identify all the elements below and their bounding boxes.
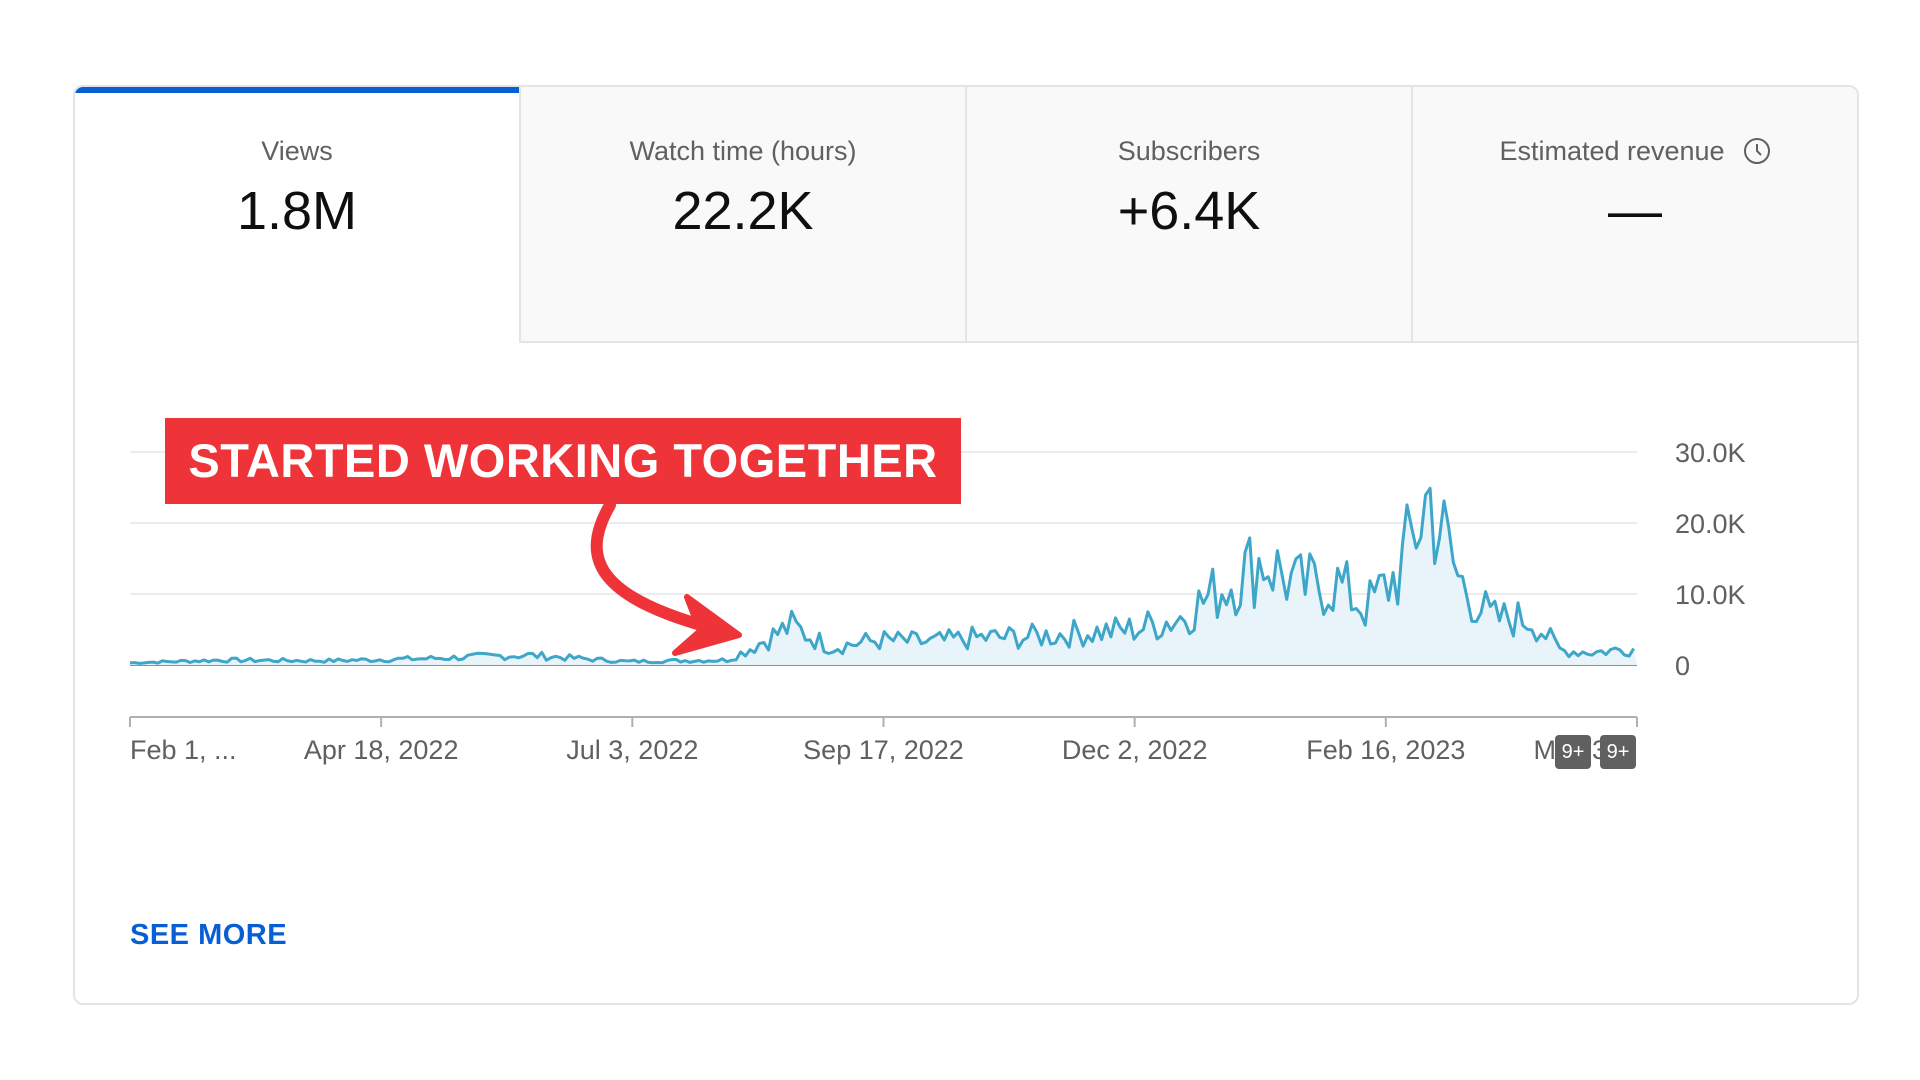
tab-watch-time-value: 22.2K xyxy=(672,181,814,241)
x-tick-label: Apr 18, 2022 xyxy=(304,735,459,765)
y-tick-label: 10.0K xyxy=(1675,580,1746,610)
clock-icon[interactable] xyxy=(1743,137,1771,165)
analytics-card: Views 1.8M Watch time (hours) 22.2K Subs… xyxy=(73,85,1859,1005)
tab-revenue-value: — xyxy=(1608,181,1662,241)
views-chart: 0 10.0K 20.0K 30.0K Feb 1, ... Apr 18, 2022 Ju… xyxy=(129,438,1746,765)
y-tick-label: 30.0K xyxy=(1675,438,1746,468)
x-tick-label: Feb 16, 2023 xyxy=(1306,735,1465,765)
tab-subscribers-label: Subscribers xyxy=(1117,136,1261,166)
tab-revenue-label-wrap: Estimated revenue xyxy=(1413,135,1857,167)
tab-views-value: 1.8M xyxy=(236,181,358,241)
x-tick-label: Sep 17, 2022 xyxy=(803,735,964,765)
x-tick-label: Dec 2, 2022 xyxy=(1062,735,1208,765)
y-tick-label: 20.0K xyxy=(1675,509,1746,539)
badge-2[interactable]: 9+ xyxy=(1600,735,1636,769)
tab-watch-time-label: Watch time (hours) xyxy=(629,136,857,166)
metric-tabs: Views 1.8M Watch time (hours) 22.2K Subs… xyxy=(75,87,1857,343)
annotation-arrow-head xyxy=(672,594,742,656)
x-tick-label: Feb 1, ... xyxy=(130,735,237,765)
tab-watch-time[interactable]: Watch time (hours) 22.2K xyxy=(519,87,965,343)
annotation-callout: STARTED WORKING TOGETHER xyxy=(165,418,961,504)
tab-views-label: Views xyxy=(261,136,333,166)
x-tick-label: Jul 3, 2022 xyxy=(566,735,698,765)
tab-subscribers-value: +6.4K xyxy=(1117,181,1261,241)
series-line xyxy=(129,486,1635,665)
tab-views[interactable]: Views 1.8M xyxy=(75,87,519,343)
annotation-arrow-shaft xyxy=(590,499,721,635)
see-more-button[interactable]: SEE MORE xyxy=(130,919,288,951)
y-tick-label: 0 xyxy=(1675,651,1690,681)
tab-estimated-revenue[interactable]: Estimated revenue — xyxy=(1411,87,1857,343)
tab-subscribers[interactable]: Subscribers +6.4K xyxy=(965,87,1411,343)
tab-revenue-label: Estimated revenue xyxy=(1499,136,1725,166)
series-area xyxy=(130,488,1637,665)
badge-1[interactable]: 9+ xyxy=(1555,735,1591,769)
